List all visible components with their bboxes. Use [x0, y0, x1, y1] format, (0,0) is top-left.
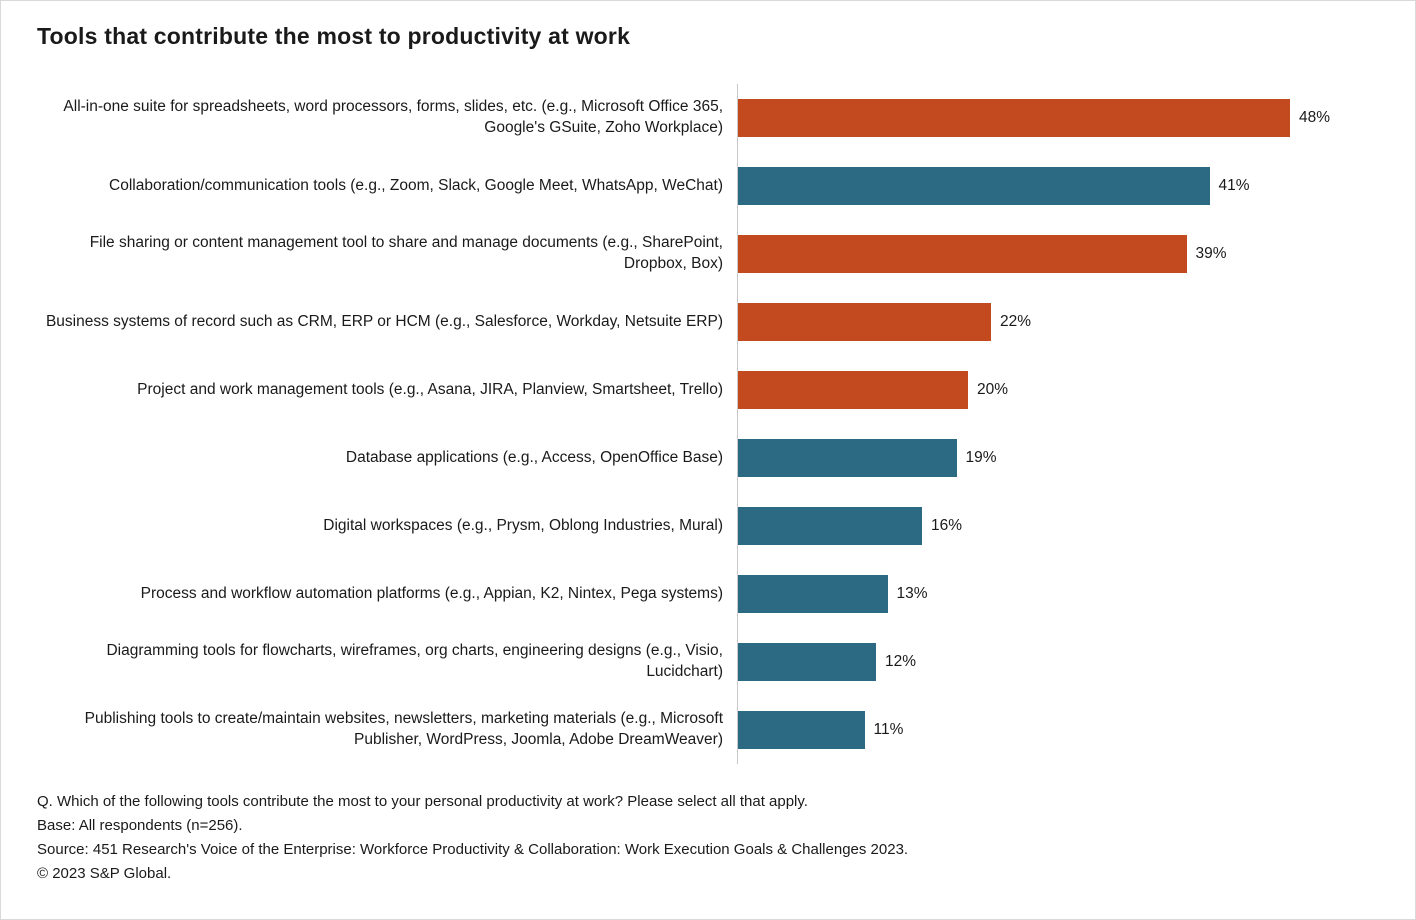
bar	[738, 235, 1187, 273]
bar-row: Digital workspaces (e.g., Prysm, Oblong …	[37, 492, 1379, 560]
bar	[738, 439, 957, 477]
bar-label: Publishing tools to create/maintain webs…	[84, 710, 723, 748]
bar-row: Business systems of record such as CRM, …	[37, 288, 1379, 356]
bar-label: Business systems of record such as CRM, …	[45, 312, 723, 330]
bar-cell: 39%	[737, 220, 1379, 288]
bar-cell: 20%	[737, 356, 1379, 424]
bar-cell: 16%	[737, 492, 1379, 560]
bar-cell: 13%	[737, 560, 1379, 628]
bar-value: 20%	[977, 381, 1009, 398]
bar-label: Process and workflow automation platform…	[140, 584, 723, 602]
bar-value: 48%	[1299, 109, 1331, 126]
bar-label: Digital workspaces (e.g., Prysm, Oblong …	[323, 516, 723, 534]
footer-line: Base: All respondents (n=256).	[37, 817, 243, 834]
bar-row: Publishing tools to create/maintain webs…	[37, 696, 1379, 764]
bar-value: 12%	[885, 653, 917, 670]
bar-cell: 19%	[737, 424, 1379, 492]
footer-line: Q. Which of the following tools contribu…	[37, 793, 808, 810]
bar-label: Diagramming tools for flowcharts, wirefr…	[106, 642, 723, 680]
footer-notes: Q. Which of the following tools contribu…	[37, 790, 1379, 886]
bar	[738, 575, 888, 613]
bar-cell: 41%	[737, 152, 1379, 220]
bar-label: Database applications (e.g., Access, Ope…	[345, 448, 723, 466]
bar-label: All-in-one suite for spreadsheets, word …	[63, 98, 723, 136]
bar-label: Project and work management tools (e.g.,…	[137, 380, 723, 398]
bar-label: File sharing or content management tool …	[89, 234, 723, 272]
footer-line: © 2023 S&P Global.	[37, 865, 172, 882]
bar-row: All-in-one suite for spreadsheets, word …	[37, 84, 1379, 152]
bar-value: 22%	[1000, 313, 1032, 330]
bar	[738, 371, 968, 409]
bar-cell: 11%	[737, 696, 1379, 764]
bar	[738, 167, 1210, 205]
bar-cell: 22%	[737, 288, 1379, 356]
bar	[738, 711, 865, 749]
bar	[738, 303, 991, 341]
bar	[738, 99, 1290, 137]
bar-rows: All-in-one suite for spreadsheets, word …	[37, 84, 1379, 764]
bar	[738, 507, 922, 545]
bar-label: Collaboration/communication tools (e.g.,…	[109, 176, 723, 194]
bar-row: Collaboration/communication tools (e.g.,…	[37, 152, 1379, 220]
footer-line: Source: 451 Research's Voice of the Ente…	[37, 841, 909, 858]
bar-row: File sharing or content management tool …	[37, 220, 1379, 288]
bar-row: Process and workflow automation platform…	[37, 560, 1379, 628]
bar-row: Project and work management tools (e.g.,…	[37, 356, 1379, 424]
bar-value: 19%	[965, 449, 997, 466]
bar-value: 11%	[873, 721, 904, 738]
bar-row: Database applications (e.g., Access, Ope…	[37, 424, 1379, 492]
bar-value: 13%	[896, 585, 928, 602]
bar-cell: 48%	[737, 84, 1379, 152]
bar	[738, 643, 876, 681]
bar-value: 39%	[1195, 245, 1227, 262]
bar-value: 41%	[1218, 177, 1250, 194]
bar-cell: 12%	[737, 628, 1379, 696]
bar-row: Diagramming tools for flowcharts, wirefr…	[37, 628, 1379, 696]
bar-value: 16%	[931, 517, 963, 534]
chart-title: Tools that contribute the most to produc…	[37, 23, 631, 49]
